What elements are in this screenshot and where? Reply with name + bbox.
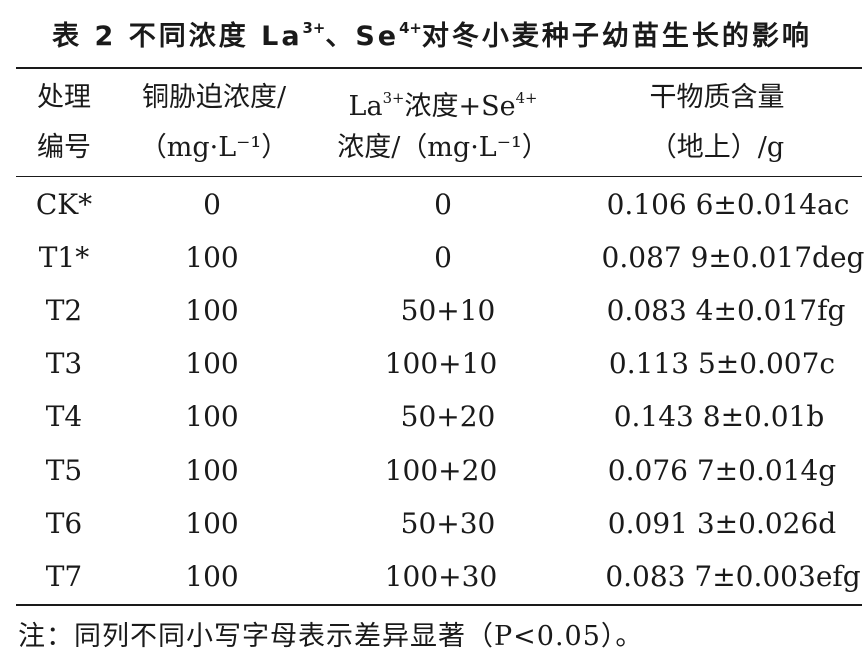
cell-dry: 0.113 5±0.007c [608, 347, 836, 380]
cell-id: T2 [45, 294, 83, 327]
cell-lase: 0 [434, 188, 452, 221]
cell-cu: 0 [203, 188, 221, 221]
header-lase-line1: La3+浓度+Se4+ [348, 89, 538, 122]
cell-dry: 0.091 3±0.026d [607, 507, 837, 540]
cell-lase: 0 [434, 241, 452, 274]
header-cu-line1: 铜胁迫浓度/ [141, 82, 287, 113]
cell-lase: 50+10 [400, 294, 496, 327]
header-rule [16, 176, 862, 177]
header-dry-line1: 干物质含量 [649, 82, 785, 113]
cell-cu: 100 [185, 507, 239, 540]
top-rule [16, 67, 862, 69]
cell-id: T4 [45, 400, 83, 433]
header-cu-line2: （mg·L⁻¹） [139, 132, 289, 163]
bottom-rule [16, 604, 862, 606]
cell-lase: 100+30 [384, 560, 498, 593]
cell-cu: 100 [185, 400, 239, 433]
cell-cu: 100 [185, 560, 239, 593]
cell-id: T6 [45, 507, 83, 540]
cell-lase: 100+20 [384, 454, 498, 487]
table-title: 表 2 不同浓度 La3+、Se4+对冬小麦种子幼苗生长的影响 [52, 19, 812, 52]
cell-id: T1* [38, 241, 90, 274]
cell-id: CK* [35, 188, 93, 221]
cell-dry: 0.076 7±0.014g [607, 454, 837, 487]
cell-id: T5 [45, 454, 83, 487]
cell-dry: 0.083 4±0.017fg [606, 294, 846, 327]
cell-cu: 100 [185, 294, 239, 327]
cell-id: T3 [45, 347, 83, 380]
cell-dry: 0.143 8±0.01b [613, 400, 825, 433]
header-lase-line2: 浓度/（mg·L⁻¹） [337, 132, 549, 163]
header-id-line1: 处理 [37, 82, 91, 113]
cell-dry: 0.087 9±0.017deg [601, 241, 864, 274]
cell-dry: 0.083 7±0.003efg [605, 560, 861, 593]
table-footnote: 注：同列不同小写字母表示差异显著（P<0.05）。 [18, 621, 644, 652]
cell-lase: 50+30 [400, 507, 496, 540]
header-dry-line2: （地上）/g [649, 132, 785, 163]
header-id-line2: 编号 [37, 132, 91, 163]
cell-dry: 0.106 6±0.014ac [606, 188, 850, 221]
cell-cu: 100 [185, 347, 239, 380]
cell-cu: 100 [185, 241, 239, 274]
cell-id: T7 [45, 560, 83, 593]
cell-cu: 100 [185, 454, 239, 487]
cell-lase: 100+10 [384, 347, 498, 380]
cell-lase: 50+20 [400, 400, 496, 433]
